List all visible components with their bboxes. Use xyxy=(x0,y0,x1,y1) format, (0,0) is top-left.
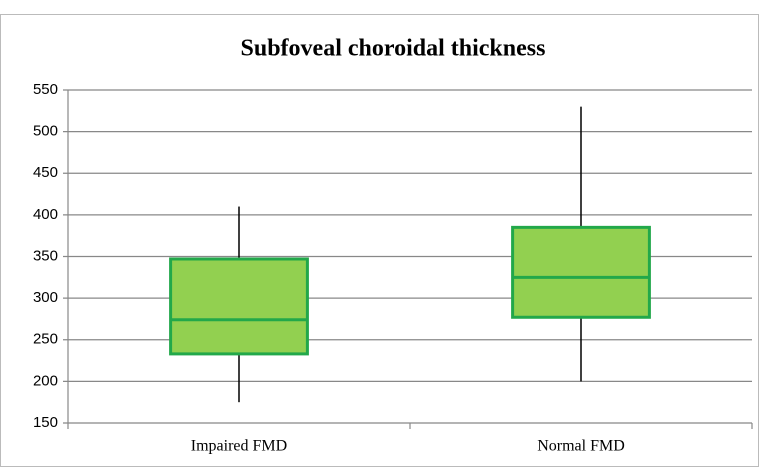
y-tick-label: 550 xyxy=(33,81,58,98)
y-tick-label: 200 xyxy=(33,372,58,389)
y-tick-label: 400 xyxy=(33,206,58,223)
x-tick-label: Normal FMD xyxy=(537,438,625,455)
x-tick-label: Impaired FMD xyxy=(191,438,287,455)
y-tick-label: 450 xyxy=(33,164,58,181)
box xyxy=(511,225,651,319)
y-tick-label: 350 xyxy=(33,247,58,264)
y-tick-label: 300 xyxy=(33,289,58,306)
chart-title: Subfoveal choroidal thickness xyxy=(241,36,546,62)
y-tick-label: 250 xyxy=(33,331,58,348)
y-tick-label: 150 xyxy=(33,414,58,431)
y-tick-label: 500 xyxy=(33,123,58,140)
box xyxy=(169,257,309,356)
